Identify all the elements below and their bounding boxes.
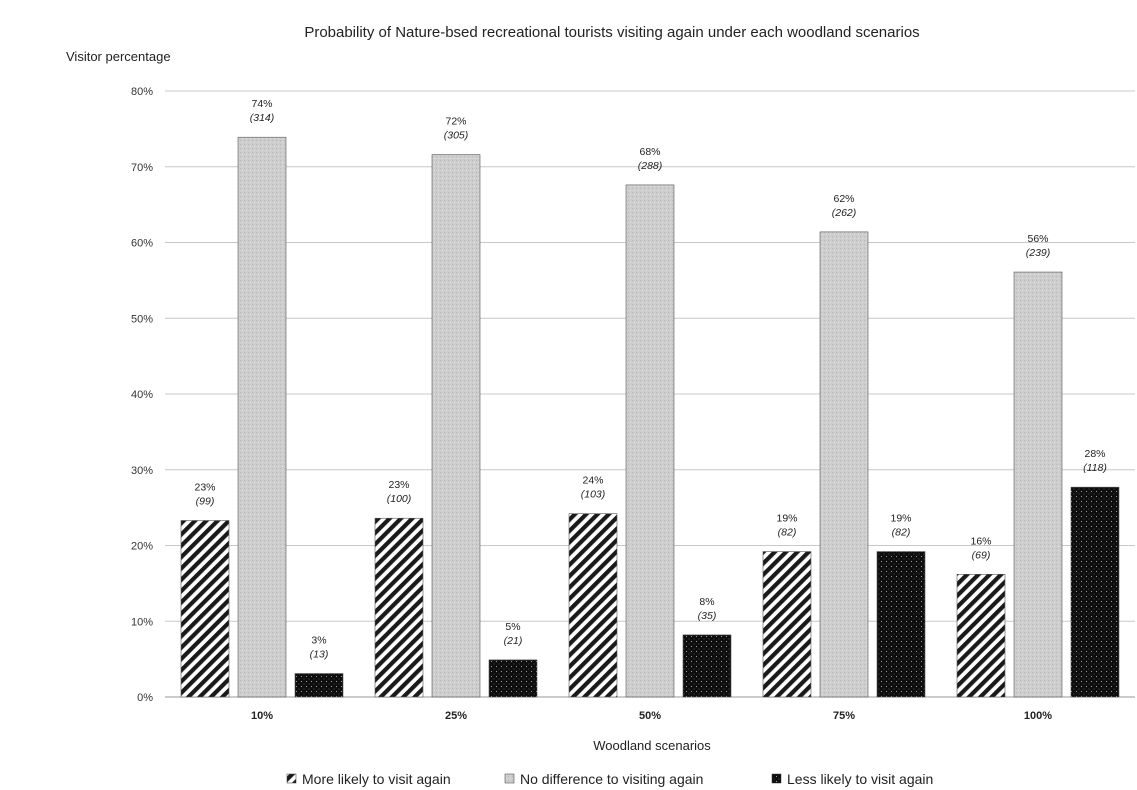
bar-light-grey (431, 154, 481, 698)
data-label-count: (305) (444, 130, 469, 142)
y-tick-label: 60% (131, 238, 153, 250)
legend-label: No difference to visiting again (520, 771, 703, 787)
data-label-count: (69) (972, 549, 991, 561)
y-tick-label: 70% (131, 162, 153, 174)
y-tick-label: 10% (131, 616, 153, 628)
data-label-percent: 16% (970, 535, 991, 547)
bar-light-grey (625, 184, 675, 698)
legend: More likely to visit again No difference … (286, 771, 933, 787)
data-label-count: (13) (310, 649, 329, 661)
bar-black-dotted (682, 634, 732, 698)
x-tick-label: 25% (445, 710, 467, 722)
bar-diagonal-hatch (568, 513, 618, 698)
x-axis-label: Woodland scenarios (593, 738, 711, 753)
data-label-count: (35) (698, 610, 717, 622)
legend-swatch-diagonal-hatch (286, 773, 297, 784)
data-label-count: (314) (250, 112, 275, 124)
bar-light-grey (819, 231, 869, 698)
data-label-percent: 19% (776, 513, 797, 525)
data-label-percent: 23% (194, 482, 215, 494)
data-label-percent: 62% (833, 193, 854, 205)
data-label-percent: 19% (890, 513, 911, 525)
y-tick-label: 40% (131, 389, 153, 401)
data-label-count: (21) (504, 635, 523, 647)
data-label-percent: 72% (445, 116, 466, 128)
data-label-percent: 8% (699, 596, 714, 608)
data-label-count: (118) (1083, 462, 1107, 474)
data-label-count: (100) (387, 493, 412, 505)
data-label-count: (288) (638, 160, 663, 172)
y-tick-label: 30% (131, 465, 153, 477)
chart-title: Probability of Nature-bsed recreational … (304, 24, 919, 41)
y-axis-label: Visitor percentage (66, 49, 171, 64)
legend-label: More likely to visit again (302, 771, 451, 787)
data-label-count: (99) (196, 496, 215, 508)
bar-diagonal-hatch (374, 517, 424, 698)
category-labels: 10% 25% 50% 75% 100% (251, 710, 1052, 722)
legend-label: Less likely to visit again (787, 771, 933, 787)
data-label-count: (103) (581, 489, 606, 501)
x-tick-label: 50% (639, 710, 661, 722)
y-tick-label: 20% (131, 541, 153, 553)
y-tick-label: 80% (131, 86, 153, 98)
data-label-percent: 74% (251, 98, 272, 110)
data-label-percent: 28% (1084, 448, 1105, 460)
legend-swatch-light-grey (504, 773, 515, 784)
data-label-percent: 56% (1027, 233, 1048, 245)
bar-black-dotted (1070, 486, 1120, 698)
x-tick-label: 100% (1024, 710, 1052, 722)
bars (180, 136, 1120, 698)
data-label-percent: 5% (505, 621, 520, 633)
bar-black-dotted (488, 659, 538, 698)
bar-diagonal-hatch (762, 551, 812, 698)
y-tick-labels: 0% 10% 20% 30% 40% 50% 60% 70% 80% (131, 86, 153, 704)
bar-black-dotted (876, 551, 926, 698)
data-label-count: (82) (892, 527, 911, 539)
x-tick-label: 75% (833, 710, 855, 722)
bar-black-dotted (294, 673, 344, 698)
bar-light-grey (1013, 271, 1063, 698)
data-label-percent: 68% (639, 146, 660, 158)
data-label-percent: 24% (582, 475, 603, 487)
data-label-percent: 3% (311, 635, 326, 647)
bar-diagonal-hatch (180, 520, 230, 698)
data-label-percent: 23% (388, 479, 409, 491)
x-tick-label: 10% (251, 710, 273, 722)
legend-swatch-black-dotted (771, 773, 782, 784)
data-labels: 23% (99) 74% (314) 3% (13) 23% (100) 72% (305) 5% (… (194, 98, 1106, 660)
y-tick-label: 0% (137, 692, 153, 704)
bar-light-grey (237, 136, 287, 698)
data-label-count: (82) (778, 527, 797, 539)
bar-diagonal-hatch (956, 573, 1006, 698)
data-label-count: (239) (1026, 247, 1051, 259)
data-label-count: (262) (832, 207, 857, 219)
y-tick-label: 50% (131, 313, 153, 325)
